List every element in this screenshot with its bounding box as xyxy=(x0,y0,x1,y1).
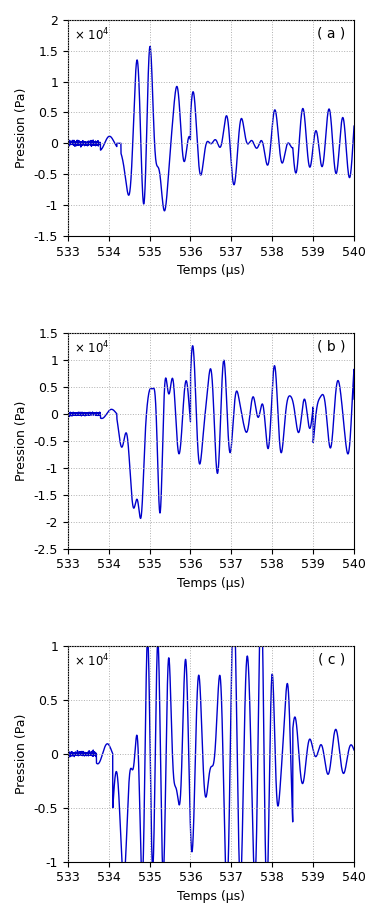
Y-axis label: Pression (Pa): Pression (Pa) xyxy=(15,713,28,794)
X-axis label: Temps (μs): Temps (μs) xyxy=(177,264,245,277)
Text: ( c ): ( c ) xyxy=(318,653,346,666)
Text: × 10$^4$: × 10$^4$ xyxy=(74,27,109,43)
Y-axis label: Pression (Pa): Pression (Pa) xyxy=(15,88,28,168)
X-axis label: Temps (μs): Temps (μs) xyxy=(177,890,245,903)
X-axis label: Temps (μs): Temps (μs) xyxy=(177,577,245,590)
Text: ( a ): ( a ) xyxy=(317,27,346,40)
Text: × 10$^4$: × 10$^4$ xyxy=(74,653,109,669)
Text: × 10$^4$: × 10$^4$ xyxy=(74,340,109,356)
Text: ( b ): ( b ) xyxy=(317,340,346,353)
Y-axis label: Pression (Pa): Pression (Pa) xyxy=(15,400,28,481)
